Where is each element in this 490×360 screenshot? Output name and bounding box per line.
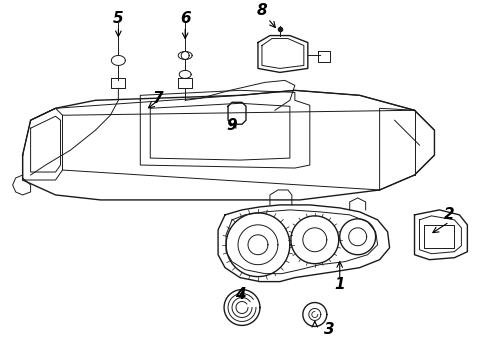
Text: 9: 9 <box>227 118 237 133</box>
Text: 3: 3 <box>324 322 335 337</box>
Text: 2: 2 <box>444 207 455 222</box>
Text: 7: 7 <box>153 91 164 106</box>
Text: 1: 1 <box>334 277 345 292</box>
Text: 6: 6 <box>180 11 191 26</box>
Text: 8: 8 <box>257 3 267 18</box>
Text: 5: 5 <box>113 11 123 26</box>
Text: 4: 4 <box>235 287 245 302</box>
